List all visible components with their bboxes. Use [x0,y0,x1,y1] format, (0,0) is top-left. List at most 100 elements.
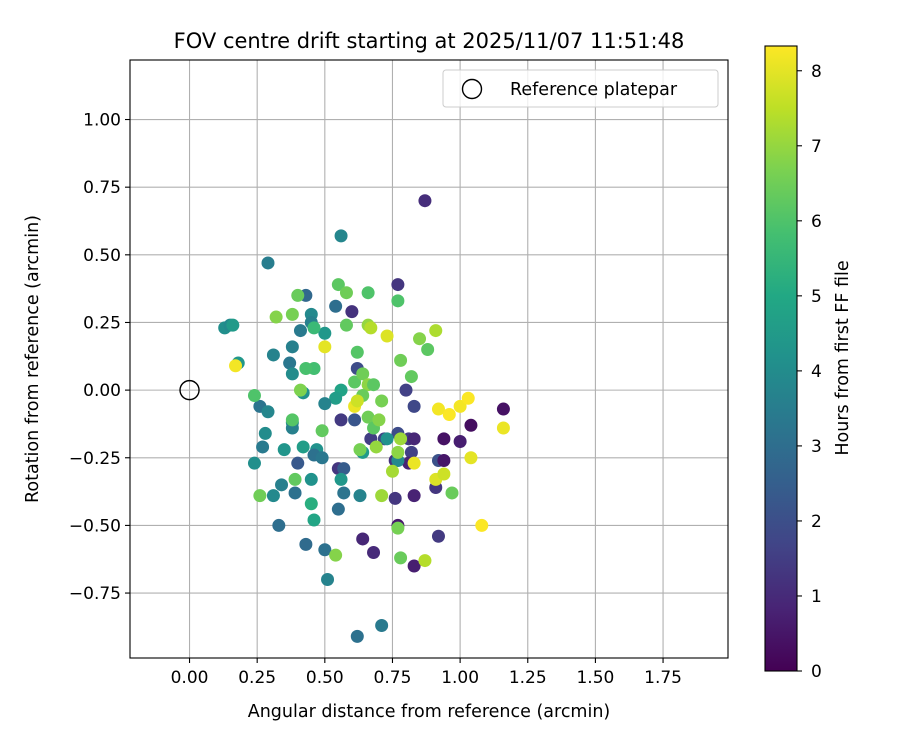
data-point [407,559,421,573]
data-point [258,426,272,440]
data-point [329,548,343,562]
y-tick-label: −0.75 [69,584,121,604]
data-point [288,486,302,500]
data-point [331,502,345,516]
data-point [421,343,435,357]
data-point [285,307,299,321]
data-point [296,440,310,454]
data-point [431,402,445,416]
x-axis-label: Angular distance from reference (arcmin) [248,702,611,722]
data-point [275,478,289,492]
colorbar-tick-label: 4 [811,362,822,382]
data-point [307,513,321,527]
data-point [404,370,418,384]
data-point [372,413,386,427]
data-point [285,413,299,427]
data-point [266,489,280,503]
data-point [391,294,405,308]
data-point [437,432,451,446]
data-point [291,456,305,470]
data-point [318,340,332,354]
data-point [394,353,408,367]
x-axis-ticks: 0.00 0.25 0.50 0.75 1.00 1.25 1.50 1.75 [171,658,682,688]
y-tick-label: 1.00 [83,111,121,131]
data-point [285,367,299,381]
legend: Reference platepar [442,69,719,108]
legend-label: Reference platepar [510,80,678,100]
data-point [407,489,421,503]
data-point [453,435,467,449]
data-point [475,518,489,532]
x-tick-label: 0.00 [171,668,209,688]
data-point [331,278,345,292]
data-point [337,462,351,476]
data-point [361,410,375,424]
data-point [375,489,389,503]
data-point [404,445,418,459]
data-point [496,421,510,435]
data-point [391,445,405,459]
data-point [407,399,421,413]
data-point [461,391,475,405]
grid-lines [130,60,728,658]
data-point [464,451,478,465]
legend-box [442,69,719,108]
data-point [394,551,408,565]
data-point [445,486,459,500]
colorbar-tick-label: 8 [811,62,822,82]
x-tick-label: 0.75 [374,668,412,688]
data-point [293,383,307,397]
data-point [350,345,364,359]
data-point [266,348,280,362]
colorbar-tick-label: 5 [811,287,822,307]
data-point [388,491,402,505]
data-point [293,324,307,338]
y-tick-label: 0.75 [83,178,121,198]
data-point [256,440,270,454]
y-axis-ticks: −0.75 −0.50 −0.25 0.00 0.25 0.50 0.75 1.00 [69,111,130,604]
data-point [394,432,408,446]
data-point [431,529,445,543]
data-point [247,389,261,403]
y-tick-label: −0.25 [69,449,121,469]
scatter-points [218,194,510,643]
colorbar-tick-label: 1 [811,587,822,607]
y-axis-label: Rotation from reference (arcmin) [23,215,43,503]
data-point [261,256,275,270]
data-point [304,472,318,486]
data-point [361,286,375,300]
y-tick-label: 0.50 [83,246,121,266]
data-point [261,405,275,419]
data-point [356,532,370,546]
data-point [334,413,348,427]
y-tick-label: −0.50 [69,516,121,536]
data-point [399,383,413,397]
colorbar-label: Hours from first FF file [833,260,853,455]
x-tick-label: 1.50 [576,668,614,688]
data-point [418,194,432,208]
data-point [247,456,261,470]
data-point [329,299,343,313]
data-point [339,286,353,300]
data-point [375,394,389,408]
data-point [391,521,405,535]
data-point [350,629,364,643]
data-point [350,394,364,408]
colorbar-gradient [764,45,798,672]
colorbar-ticks: 0 1 2 3 4 5 6 7 8 [797,62,822,682]
data-point [464,418,478,432]
data-point [321,573,335,587]
data-point [353,489,367,503]
data-point [226,318,240,332]
x-tick-label: 0.25 [238,668,276,688]
data-point [407,456,421,470]
data-point [364,321,378,335]
data-point [496,402,510,416]
data-point [334,472,348,486]
colorbar-tick-label: 2 [811,512,822,532]
data-point [288,472,302,486]
data-point [391,278,405,292]
data-point [337,486,351,500]
data-point [269,310,283,324]
